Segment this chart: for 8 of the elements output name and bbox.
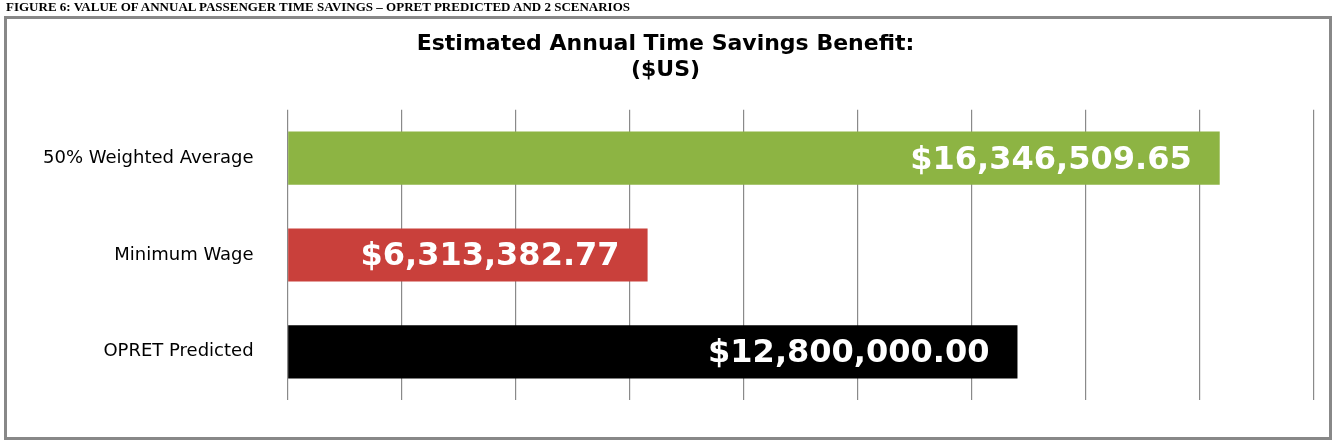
chart-title: Estimated Annual Time Savings Benefit: ($US) <box>416 29 915 82</box>
y-tick-label: OPRET Predicted <box>103 339 254 361</box>
y-tick-label: 50% Weighted Average <box>43 145 254 167</box>
data-label: $12,800,000.00 <box>708 332 990 371</box>
caption: FIGURE 6: VALUE OF ANNUAL PASSENGER TIME SAVINGS – OPRET PREDICTED AND 2 SCENARIOS <box>5 0 631 14</box>
data-label: $16,346,509.65 <box>910 138 1192 177</box>
y-tick-label: Minimum Wage <box>114 242 254 264</box>
data-label: $6,313,382.77 <box>360 235 620 274</box>
